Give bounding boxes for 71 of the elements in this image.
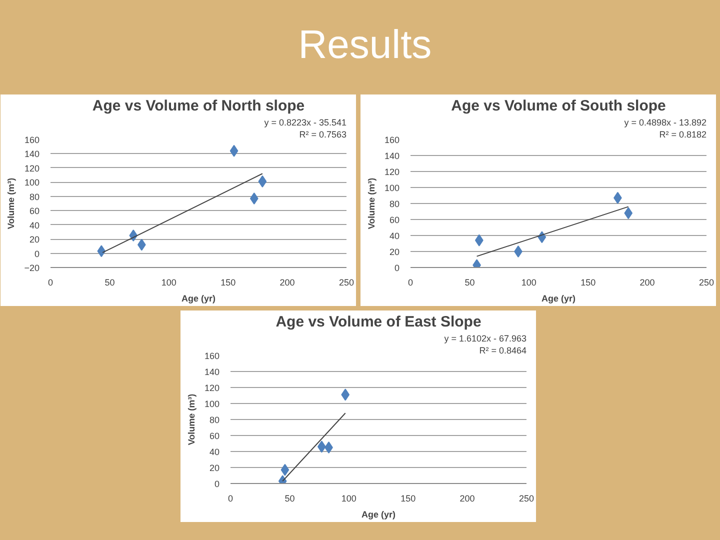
chart-title: Age vs Volume of East Slope — [276, 314, 482, 330]
y-tick-label: 140 — [384, 151, 400, 161]
x-tick-label: 100 — [521, 278, 536, 288]
point — [324, 442, 333, 454]
y-tick-label: 120 — [24, 163, 40, 174]
y-tick-label: 20 — [209, 463, 220, 473]
y-axis-title: Volume (m³) — [6, 178, 16, 230]
y-tick-label: 40 — [29, 220, 40, 230]
y-tick-label: 60 — [389, 215, 400, 225]
y-tick-label: 80 — [209, 415, 220, 425]
text: y = 0.8223x - 35.541 — [264, 118, 347, 128]
point — [250, 192, 258, 205]
x-tick-label: 100 — [341, 494, 356, 504]
x-axis-title: Age (yr) — [362, 510, 396, 520]
y-tick-label: 120 — [204, 383, 220, 393]
x-tick-label: 100 — [161, 278, 176, 288]
x-tick-label: 150 — [400, 494, 416, 504]
y-tick-label: 120 — [384, 167, 400, 177]
x-tick-label: 200 — [460, 494, 475, 504]
y-tick-label: 20 — [389, 247, 400, 257]
y-tick-label: 100 — [204, 399, 220, 409]
text: y = 1.6102x - 67.963 — [444, 334, 527, 344]
x-tick-label: 250 — [518, 494, 534, 504]
x-tick-label: 200 — [280, 278, 295, 288]
y-tick-label: 0 — [394, 263, 400, 273]
x-axis-title: Age (yr) — [542, 294, 576, 304]
x-tick-label: 150 — [580, 278, 596, 288]
x-tick-label: 50 — [104, 278, 115, 288]
x-tick-label: 250 — [338, 278, 354, 288]
y-tick-label: 0 — [34, 248, 40, 259]
y-tick-label: 40 — [209, 447, 220, 457]
x-tick-label: 0 — [228, 494, 234, 504]
y-axis-title: Volume (m³) — [186, 394, 196, 446]
point — [514, 246, 522, 258]
y-tick-label: 100 — [24, 178, 40, 188]
annotation: R² = 0.8182 — [659, 130, 706, 140]
chart-title: Age vs Volume of North slope — [92, 98, 305, 114]
x-tick-label: 0 — [48, 278, 54, 288]
y-tick-label: 160 — [204, 351, 220, 361]
text: Results — [298, 22, 432, 69]
x-tick-label: 0 — [408, 278, 414, 288]
y-tick-label: 100 — [384, 183, 400, 193]
point — [230, 144, 238, 157]
y-axis-title: Volume (m³) — [366, 178, 376, 230]
x-tick-label: 150 — [220, 278, 236, 288]
x-axis-title: Age (yr) — [182, 294, 216, 304]
y-tick-label: 140 — [24, 149, 40, 160]
x-tick-label: 50 — [464, 278, 475, 288]
point — [341, 388, 350, 401]
x-tick-label: 250 — [698, 278, 714, 288]
y-tick-label: 160 — [384, 135, 400, 145]
annotation: R² = 0.8464 — [479, 346, 526, 356]
point — [97, 245, 106, 258]
y-tick-label: 0 — [214, 479, 220, 489]
y-tick-label: 80 — [29, 192, 40, 202]
y-tick-label: 140 — [204, 367, 220, 377]
x-tick-label: 200 — [640, 278, 655, 288]
annotation: R² = 0.7563 — [299, 130, 346, 140]
y-tick-label: 80 — [389, 199, 400, 209]
point — [280, 464, 290, 476]
text: y = 0.4898x - 13.892 — [624, 118, 707, 128]
point — [258, 175, 267, 188]
x-tick-label: 50 — [284, 494, 295, 504]
y-tick-label: −20 — [24, 263, 40, 273]
chart-title: Age vs Volume of South slope — [451, 98, 666, 114]
y-tick-label: 20 — [29, 234, 40, 245]
y-tick-label: 40 — [389, 231, 400, 241]
y-tick-label: 60 — [209, 431, 220, 441]
y-tick-label: 160 — [24, 135, 40, 145]
y-tick-label: 60 — [29, 206, 40, 216]
point — [624, 207, 633, 220]
